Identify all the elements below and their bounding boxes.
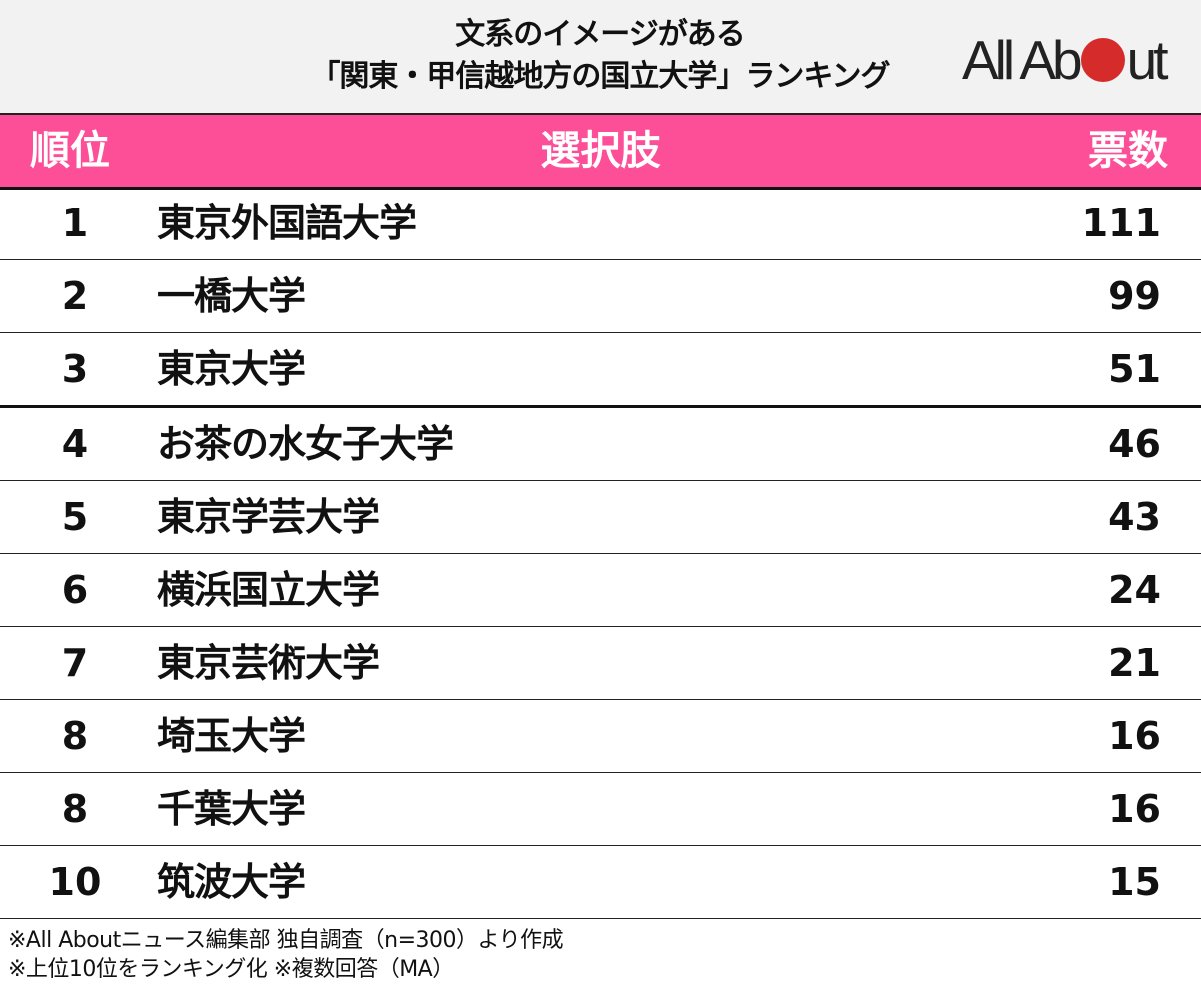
rank-cell: 7 [61,641,89,685]
name-cell: 東京大学 [157,347,306,391]
name-cell: 東京芸術大学 [157,641,380,685]
name-cell: お茶の水女子大学 [157,422,454,466]
table-row: 3 東京大学 51 [0,333,1201,408]
table-row: 8 埼玉大学 16 [0,700,1201,773]
table-row: 7 東京芸術大学 21 [0,627,1201,700]
logo-text-end: ut [1126,29,1169,91]
votes-cell: 21 [1108,641,1161,685]
rank-cell: 6 [61,568,89,612]
votes-cell: 99 [1108,274,1161,318]
table-row: 8 千葉大学 16 [0,773,1201,846]
votes-cell: 111 [1081,201,1161,245]
name-cell: 筑波大学 [157,860,306,904]
logo-text-start: All Ab [962,29,1083,91]
title-line-2: 「関東・甲信越地方の国立大学」ランキング [310,59,890,94]
table-row: 2 一橋大学 99 [0,260,1201,333]
footnotes: ※All Aboutニュース編集部 独自調査（n=300）より作成 ※上位10位… [8,926,564,984]
column-rank: 順位 [30,128,110,174]
rank-cell: 2 [61,274,89,318]
all-about-logo: All Ab ut [962,30,1187,90]
rank-cell: 1 [61,201,89,245]
votes-cell: 51 [1108,347,1161,391]
table-row: 10 筑波大学 15 [0,846,1201,919]
table-row: 5 東京学芸大学 43 [0,481,1201,554]
name-cell: 東京学芸大学 [157,495,380,539]
table-row: 1 東京外国語大学 111 [0,187,1201,260]
column-choice: 選択肢 [540,128,661,174]
rank-cell: 8 [61,714,89,758]
ranking-table: 1 東京外国語大学 111 2 一橋大学 99 3 東京大学 51 4 お茶の水… [0,187,1201,919]
column-votes: 票数 [1088,128,1168,174]
table-row: 6 横浜国立大学 24 [0,554,1201,627]
footnote-source: ※All Aboutニュース編集部 独自調査（n=300）より作成 [8,928,564,953]
title-line-1: 文系のイメージがある [455,17,745,52]
name-cell: 東京外国語大学 [157,201,417,245]
name-cell: 一橋大学 [157,274,306,318]
rank-cell: 8 [61,787,89,831]
name-cell: 埼玉大学 [157,714,306,758]
name-cell: 横浜国立大学 [157,568,380,612]
rank-cell: 5 [61,495,89,539]
name-cell: 千葉大学 [157,787,306,831]
logo-red-dot-icon [1080,38,1125,82]
table-column-header: 選択肢 順位 票数 [0,113,1201,190]
footnote-method: ※上位10位をランキング化 ※複数回答（MA） [8,957,454,982]
table-row: 4 お茶の水女子大学 46 [0,408,1201,481]
rank-cell: 4 [61,422,89,466]
votes-cell: 16 [1108,787,1161,831]
title-header: 文系のイメージがある 「関東・甲信越地方の国立大学」ランキング All Ab ut [0,0,1201,113]
rank-cell: 3 [61,347,89,391]
page-title: 文系のイメージがある 「関東・甲信越地方の国立大学」ランキング [230,14,970,98]
votes-cell: 15 [1108,860,1161,904]
votes-cell: 16 [1108,714,1161,758]
votes-cell: 46 [1108,422,1161,466]
votes-cell: 24 [1108,568,1161,612]
votes-cell: 43 [1108,495,1161,539]
rank-cell: 10 [48,860,102,904]
